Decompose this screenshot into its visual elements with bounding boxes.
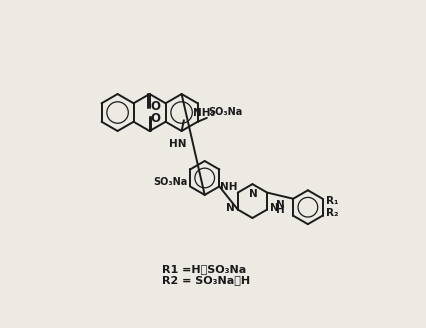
Text: N: N	[225, 203, 234, 213]
Text: R2 = SO₃Na或H: R2 = SO₃Na或H	[162, 275, 250, 285]
Text: SO₃Na: SO₃Na	[153, 177, 187, 187]
Text: R₂: R₂	[325, 208, 338, 218]
Text: O: O	[150, 112, 160, 125]
Text: N: N	[275, 199, 284, 210]
Text: R1 =H或SO₃Na: R1 =H或SO₃Na	[162, 264, 246, 274]
Text: NH: NH	[219, 182, 237, 192]
Text: NH₂: NH₂	[193, 108, 215, 118]
Text: O: O	[150, 100, 160, 113]
Text: SO₃Na: SO₃Na	[208, 107, 242, 117]
Text: H: H	[275, 205, 284, 215]
Text: N: N	[270, 203, 278, 213]
Text: R₁: R₁	[325, 196, 338, 206]
Text: HN: HN	[169, 139, 187, 150]
Text: N: N	[248, 189, 257, 199]
